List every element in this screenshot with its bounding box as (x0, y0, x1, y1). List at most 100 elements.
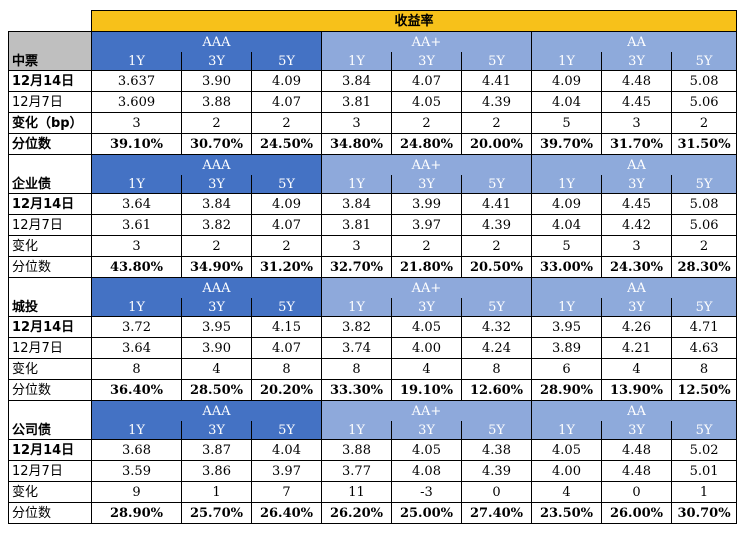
group-label-cell (531, 400, 602, 421)
row-label: 分位数 (8, 502, 92, 524)
tenor-header: 1Y (91, 298, 182, 317)
table-row: 变化 3 2 2 3 2 2 5 3 2 (8, 235, 738, 257)
value-cell: 30.70% (670, 502, 738, 524)
value-cell: 4.39 (461, 460, 532, 482)
row-label: 变化 (8, 481, 92, 503)
group-label-cell: AAA (181, 154, 252, 175)
value-cell: 32.70% (321, 256, 392, 278)
table-row: 12月7日 3.609 3.88 4.07 3.81 4.05 4.39 4.04 4.45 5.… (8, 91, 738, 113)
section-category: 企业债 (8, 175, 92, 194)
value-cell: 5.08 (670, 70, 738, 92)
value-cell: 3.88 (321, 439, 392, 461)
value-cell: 3 (321, 235, 392, 257)
value-cell: 2 (670, 235, 738, 257)
value-cell: 4.05 (391, 439, 462, 461)
value-cell: 3.81 (321, 214, 392, 236)
group-label-cell: AA+ (391, 154, 462, 175)
value-cell: 8 (251, 358, 322, 380)
value-cell: 3.84 (321, 70, 392, 92)
section-category: 公司债 (8, 421, 92, 440)
category-cell-top (8, 277, 92, 298)
value-cell: 3.59 (91, 460, 182, 482)
value-cell: 24.30% (601, 256, 672, 278)
tenor-header: 3Y (391, 52, 462, 71)
value-cell: 8 (91, 358, 182, 380)
value-cell: 4.07 (251, 337, 322, 359)
value-cell: 4.00 (531, 460, 602, 482)
value-cell: 26.20% (321, 502, 392, 524)
tenor-header: 3Y (601, 52, 672, 71)
group-label-cell (321, 277, 392, 298)
table-row: 12月7日 3.64 3.90 4.07 3.74 4.00 4.24 3.89 4.21 4.6… (8, 337, 738, 359)
row-label: 变化（bp） (8, 112, 92, 134)
value-cell: 4.07 (251, 214, 322, 236)
group-label-cell (671, 154, 738, 175)
value-cell: 4.08 (391, 460, 462, 482)
value-cell: 5.08 (670, 193, 738, 215)
value-cell: 3.90 (181, 70, 252, 92)
tenor-header: 1Y (91, 52, 182, 71)
group-label-cell (251, 400, 322, 421)
value-cell: 4.71 (670, 316, 738, 338)
tenor-header: 3Y (181, 52, 252, 71)
tenor-header: 5Y (461, 298, 532, 317)
row-label: 分位数 (8, 379, 92, 401)
group-label-cell (91, 277, 182, 298)
group-label-cell (251, 277, 322, 298)
value-cell: 4.48 (601, 460, 672, 482)
tenor-header: 3Y (601, 175, 672, 194)
value-cell: 4.42 (601, 214, 672, 236)
table-row: 12月7日 3.61 3.82 4.07 3.81 3.97 4.39 4.04 4.42 5.0… (8, 214, 738, 236)
value-cell: 3.637 (91, 70, 182, 92)
group-label-cell: AA (601, 277, 672, 298)
tenor-header: 3Y (181, 175, 252, 194)
value-cell: 33.00% (531, 256, 602, 278)
value-cell: 33.30% (321, 379, 392, 401)
value-cell: 3.90 (181, 337, 252, 359)
group-label-cell: AAA (181, 400, 252, 421)
value-cell: 3.99 (391, 193, 462, 215)
tenor-header: 5Y (251, 298, 322, 317)
value-cell: 12.50% (670, 379, 738, 401)
value-cell: 28.90% (91, 502, 182, 524)
value-cell: 5 (531, 112, 602, 134)
tenor-header: 3Y (601, 421, 672, 440)
value-cell: 3.97 (251, 460, 322, 482)
value-cell: 4.07 (391, 70, 462, 92)
value-cell: 3.95 (531, 316, 602, 338)
value-cell: 3.72 (91, 316, 182, 338)
value-cell: 26.40% (251, 502, 322, 524)
group-label-cell (531, 31, 602, 52)
value-cell: 3.609 (91, 91, 182, 113)
value-cell: 3.64 (91, 337, 182, 359)
value-cell: 3.87 (181, 439, 252, 461)
value-cell: 7 (251, 481, 322, 503)
row-label: 12月7日 (8, 337, 92, 359)
value-cell: 4.24 (461, 337, 532, 359)
group-label-cell (531, 154, 602, 175)
value-cell: 8 (321, 358, 392, 380)
value-cell: 2 (181, 112, 252, 134)
table-row: 变化（bp） 3 2 2 3 2 2 5 3 2 (8, 112, 738, 134)
group-label-cell: AA+ (391, 277, 462, 298)
value-cell: 25.70% (181, 502, 252, 524)
tenor-header: 5Y (670, 52, 738, 71)
value-cell: 4.38 (461, 439, 532, 461)
table-row: 分位数 28.90% 25.70% 26.40% 26.20% 25.00% 27.40% 2… (8, 502, 738, 524)
value-cell: 4.39 (461, 214, 532, 236)
value-cell: 8 (670, 358, 738, 380)
section-tenor-row: 公司债 1Y 3Y 5Y 1Y 3Y 5Y 1Y 3Y 5Y (8, 421, 738, 440)
tenor-header: 1Y (531, 175, 602, 194)
value-cell: 20.20% (251, 379, 322, 401)
section-category: 中票 (8, 52, 92, 71)
row-label: 12月14日 (8, 439, 92, 461)
category-cell-top (8, 154, 92, 175)
group-label-cell (251, 31, 322, 52)
tenor-header: 5Y (251, 421, 322, 440)
tenor-header: 1Y (91, 421, 182, 440)
value-cell: 3.86 (181, 460, 252, 482)
value-cell: 2 (391, 112, 462, 134)
value-cell: 3 (601, 112, 672, 134)
value-cell: 24.50% (251, 133, 322, 155)
group-label-cell (91, 31, 182, 52)
